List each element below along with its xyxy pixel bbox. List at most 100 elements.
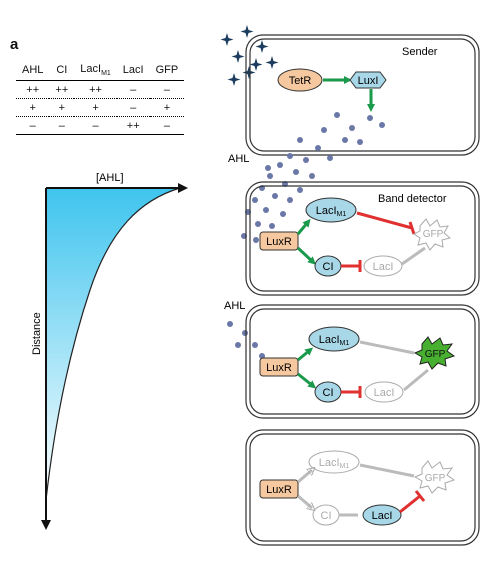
laci-inactive-repress	[401, 246, 426, 266]
ahl-molecule	[297, 187, 303, 193]
table-row: + + + – +	[16, 98, 185, 118]
luxr-activates-laci-m1	[296, 218, 311, 235]
star-icon	[265, 56, 279, 69]
gfp-label: GFP	[425, 349, 446, 360]
cell-inner	[249, 308, 476, 415]
x-axis-label: [AHL]	[96, 172, 124, 184]
table-cell: –	[116, 98, 150, 118]
ahl-molecule	[252, 342, 258, 348]
table-cell: –	[149, 116, 185, 136]
panel-label: a	[10, 36, 19, 53]
luxi-node	[349, 71, 387, 89]
laci-inactive-repress	[403, 368, 429, 392]
laci-node	[363, 255, 403, 277]
gfp-node-active	[413, 336, 456, 370]
star-icon	[240, 25, 254, 38]
ci-label: CI	[323, 261, 334, 273]
high-ahl-cell: LacIM1 GFP LuxR CI LacI	[245, 304, 480, 419]
gfp-label: GFP	[423, 229, 444, 240]
cell-outer	[245, 34, 480, 156]
ahl-molecule	[252, 197, 258, 203]
ahl-molecule	[255, 221, 261, 227]
table-cell: +	[49, 98, 75, 118]
cell-outer	[245, 304, 480, 419]
ahl-molecule	[235, 342, 241, 348]
no-ahl-cell: LacIM1 GFP LuxR CI LacI	[245, 429, 480, 546]
table-cell: ++	[116, 116, 150, 136]
luxr-label: LuxR	[266, 236, 292, 248]
luxr-activates-laci-m1	[297, 347, 314, 362]
ahl-molecule	[349, 125, 355, 131]
laci-m1-node	[305, 197, 357, 223]
ahl-molecule	[334, 112, 340, 118]
ahl-molecule	[367, 115, 373, 121]
luxr-activates-ci	[296, 246, 316, 265]
ahl-molecule	[321, 127, 327, 133]
laci-m1-repress-gfp	[356, 211, 413, 230]
gfp-node	[413, 218, 452, 251]
luxr-label: LuxR	[266, 362, 292, 374]
band-detector-title: Band detector	[378, 193, 447, 205]
ahl-molecule	[315, 145, 321, 151]
ahl-molecule	[297, 137, 303, 143]
ahl-molecule	[327, 155, 333, 161]
repress-bar	[408, 221, 416, 235]
sender-title: Sender	[402, 46, 438, 58]
ahl-molecule	[293, 169, 299, 175]
y-axis-label: Distance	[31, 312, 43, 355]
tetr-node	[277, 68, 323, 92]
table-cell: –	[149, 80, 185, 100]
laci-repress-gfp	[399, 494, 421, 514]
ahl-molecule	[287, 197, 293, 203]
band-detector-cell: Band detector LacIM1 GFP LuxR CI LacI	[245, 181, 480, 296]
luxr-node	[259, 357, 299, 377]
laci-m1-label: LacIM1	[319, 334, 350, 347]
ahl-molecule	[263, 207, 269, 213]
light-stars	[220, 25, 279, 86]
laci-node	[362, 504, 402, 526]
ahl-molecule	[272, 193, 278, 199]
table-cell: ++	[16, 80, 50, 100]
ahl-molecule	[280, 211, 286, 217]
gradient-fill	[46, 188, 180, 500]
repress-bar	[414, 490, 426, 502]
star-icon	[227, 73, 241, 86]
ahl-molecule	[379, 122, 385, 128]
header-laci-m1: LacIM1	[74, 62, 117, 82]
luxr-inactive-arrow-laci-m1	[297, 470, 312, 484]
ahl-molecule	[309, 173, 315, 179]
table-row: ++ ++ ++ – –	[16, 80, 185, 100]
cell-inner	[249, 185, 476, 292]
ahl-molecule	[342, 137, 348, 143]
star-icon	[255, 40, 269, 53]
cell-inner	[249, 433, 476, 542]
table-cell: +	[16, 98, 50, 118]
tetr-label: TetR	[289, 75, 312, 87]
laci-m1-node	[308, 450, 360, 474]
sender-cell: Sender TetR LuxI	[245, 34, 480, 156]
gradient-curve	[45, 187, 181, 501]
table-cell: –	[74, 116, 117, 136]
laci-m1-inactive-repress	[359, 463, 415, 478]
table-cell: –	[116, 80, 150, 100]
ahl-gradient-plot: [AHL] Distance	[31, 172, 188, 530]
ahl-molecule	[277, 162, 283, 168]
laci-m1-node	[308, 326, 360, 352]
ci-label: CI	[321, 510, 332, 522]
ahl-molecule	[227, 321, 233, 327]
truth-table-header: AHL CI LacIM1 LacI GFP	[16, 62, 185, 82]
table-cell: ++	[49, 80, 75, 100]
luxi-label: LuxI	[358, 75, 379, 87]
laci-node	[364, 381, 404, 403]
laci-label: LacI	[372, 510, 393, 522]
ci-label: CI	[323, 387, 334, 399]
star-icon	[242, 66, 256, 79]
luxr-label: LuxR	[266, 484, 292, 496]
header-gfp: GFP	[149, 62, 185, 82]
table-cell: –	[49, 116, 75, 136]
header-laci: LacI	[116, 62, 150, 82]
table-cell: +	[149, 98, 185, 118]
laci-label: LacI	[374, 387, 395, 399]
cell-outer	[245, 429, 480, 546]
